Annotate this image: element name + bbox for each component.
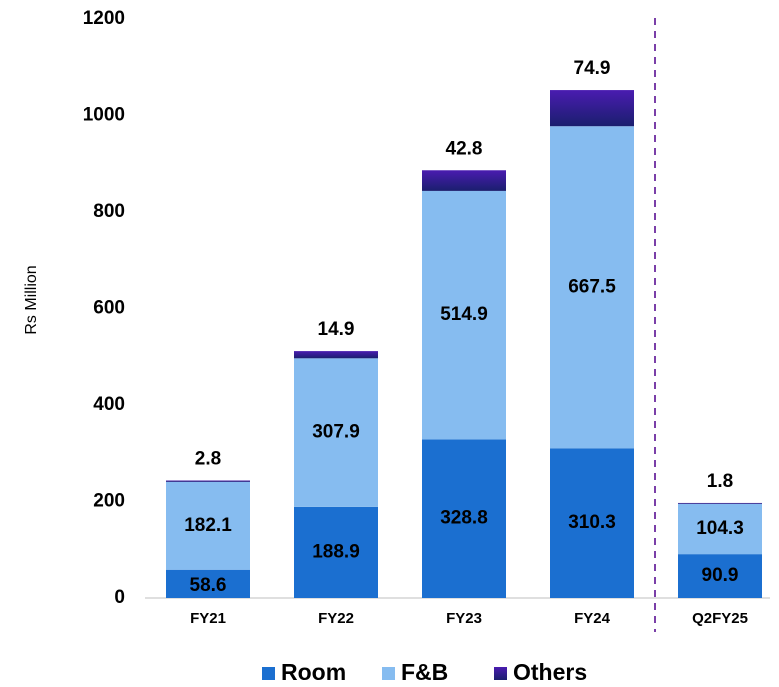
bar-segment	[166, 480, 250, 482]
bar-segment	[166, 569, 250, 598]
y-tick-label: 0	[114, 587, 125, 608]
y-tick-label: 600	[93, 298, 125, 319]
y-tick-label: 800	[93, 201, 125, 222]
x-tick-label: FY24	[574, 610, 611, 627]
bar-segment	[166, 481, 250, 570]
x-tick-label: Q2FY25	[692, 610, 748, 627]
data-label: 58.6	[190, 575, 227, 596]
data-label: 42.8	[446, 138, 483, 159]
data-label: 182.1	[184, 515, 232, 536]
x-tick-label: FY21	[190, 610, 226, 627]
y-tick-label: 400	[93, 394, 125, 415]
bar-segment	[550, 448, 634, 598]
data-label: 14.9	[318, 319, 355, 340]
bar-segment	[294, 506, 378, 598]
bar-segment	[294, 358, 378, 507]
legend-swatch	[494, 667, 507, 680]
y-tick-label: 1200	[83, 8, 125, 29]
legend-swatch	[262, 667, 275, 680]
bar-segment	[550, 126, 634, 449]
bar-segment	[678, 503, 762, 555]
bar-segment	[422, 190, 506, 440]
data-label: 328.8	[440, 508, 488, 529]
legend-label: Others	[513, 659, 587, 685]
data-label: 1.8	[707, 471, 733, 492]
data-label: 667.5	[568, 276, 616, 297]
legend-swatch	[382, 667, 395, 680]
bar-segment	[678, 502, 762, 504]
bar-segment	[294, 351, 378, 359]
data-label: 514.9	[440, 304, 488, 325]
bar-segment	[678, 554, 762, 598]
legend-label: F&B	[401, 659, 448, 685]
data-label: 90.9	[702, 565, 739, 586]
data-label: 307.9	[312, 422, 360, 443]
data-label: 104.3	[696, 518, 744, 539]
data-label: 310.3	[568, 512, 616, 533]
y-tick-label: 200	[93, 491, 125, 512]
data-label: 188.9	[312, 541, 360, 562]
y-tick-label: 1000	[83, 105, 125, 126]
bar-segment	[550, 90, 634, 127]
bar-segment	[422, 170, 506, 191]
data-label: 74.9	[574, 58, 611, 79]
x-tick-label: FY22	[318, 610, 354, 627]
x-tick-label: FY23	[446, 610, 482, 627]
data-label: 2.8	[195, 449, 221, 470]
legend-label: Room	[281, 659, 346, 685]
bar-segment	[422, 439, 506, 598]
y-axis-label: Rs Million	[23, 265, 40, 334]
